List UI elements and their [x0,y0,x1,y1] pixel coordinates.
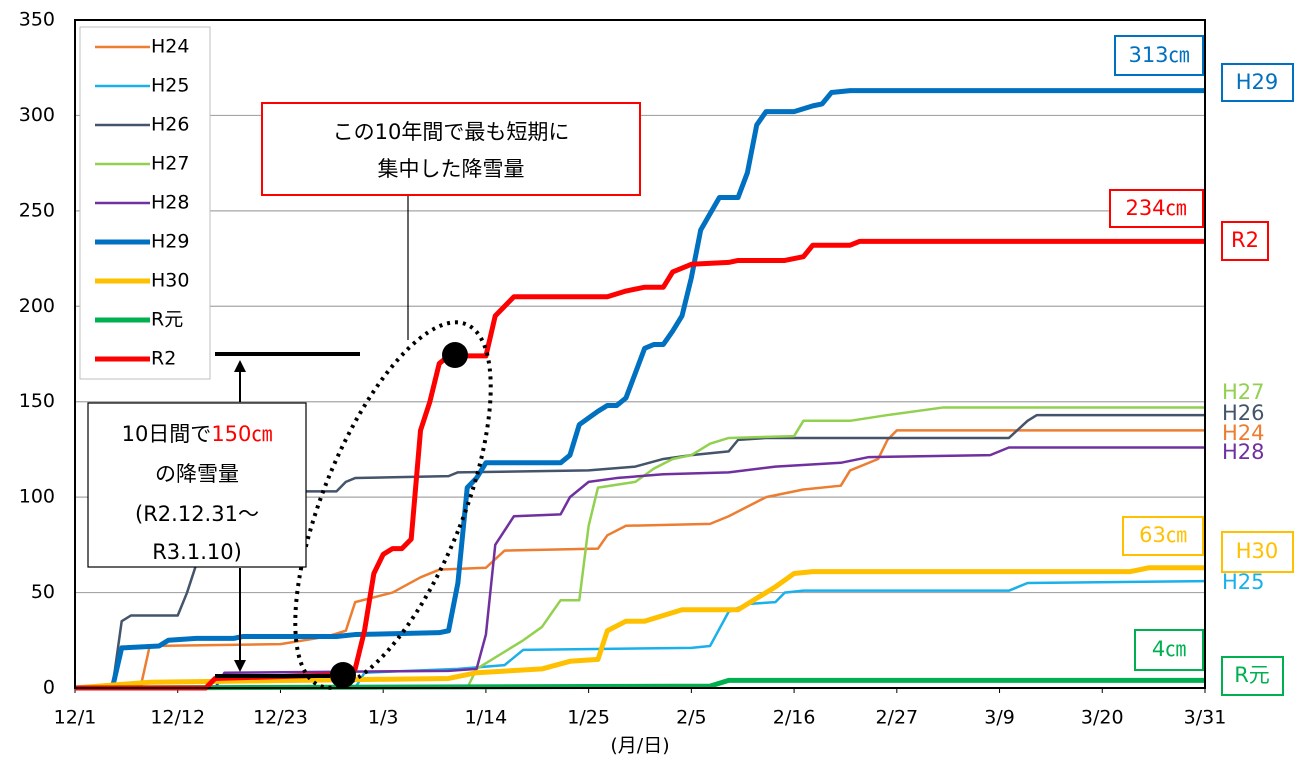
y-tick-label: 0 [43,677,55,699]
end-name: H27 [1222,380,1265,404]
x-tick-label: 12/12 [150,707,205,729]
x-tick-label: 2/16 [773,707,816,729]
end-name-box [1221,656,1284,696]
end-total: 4㎝ [1152,637,1186,661]
end-total: 234㎝ [1125,196,1186,220]
end-name: H24 [1222,421,1265,445]
note-text: の降雪量 [155,462,239,486]
legend-label: R元 [151,309,183,331]
y-tick-label: 250 [19,199,55,221]
x-tick-label: 12/1 [54,707,97,729]
end-total-box [1109,189,1204,228]
y-tick-label: 200 [19,295,55,317]
end-name: H29 [1236,70,1279,94]
series-line [75,88,1205,691]
legend-label: H25 [151,75,189,97]
callout-box [261,102,641,196]
y-tick-label: 300 [19,104,55,126]
note-text: 10日間で150㎝ [122,422,273,446]
x-tick-label: 1/14 [465,707,508,729]
legend-label: H27 [151,153,189,175]
legend-label: H28 [151,192,189,214]
marker-dot [442,342,468,368]
legend-label: R2 [151,348,176,370]
legend-label: H30 [151,270,189,292]
x-tick-label: 1/25 [567,707,610,729]
end-name: R元 [1234,663,1270,687]
series-line [75,406,1205,690]
x-tick-label: 3/31 [1184,707,1227,729]
x-tick-label: 12/23 [253,707,308,729]
legend-label: H24 [151,36,189,58]
y-tick-label: 350 [19,9,55,31]
end-total-box [1114,35,1204,76]
note-text: 10日間で [122,422,212,446]
x-tick-label: 3/20 [1081,707,1124,729]
end-total: 63㎝ [1139,523,1187,547]
end-name: H28 [1222,440,1265,464]
highlight-ellipse [293,320,493,690]
series-line [75,446,1205,690]
end-total: 313㎝ [1128,43,1189,67]
y-tick-label: 100 [19,486,55,508]
legend-label: H26 [151,114,189,136]
series-line [74,565,1205,691]
end-name: H25 [1222,570,1265,594]
end-total-box [1134,629,1204,671]
x-axis-label: (月/日) [610,735,669,757]
marker-dot [330,662,356,688]
y-tick-label: 50 [31,581,55,603]
note-highlight: 150㎝ [211,422,272,446]
x-tick-label: 3/9 [984,707,1015,729]
legend-label: H29 [151,231,189,253]
lines [74,88,1206,691]
note-text: R3.1.10) [152,540,242,564]
end-name-box [1221,531,1294,573]
end-name: R2 [1231,228,1259,252]
callout-text: 集中した降雪量 [378,157,525,181]
y-tick-label: 150 [19,390,55,412]
x-tick-label: 2/27 [875,707,918,729]
end-name: H26 [1222,401,1265,425]
x-tick-label: 1/3 [368,707,399,729]
end-total-box [1122,516,1204,556]
note-box [87,402,307,568]
arrow-head [234,360,246,372]
end-name-box [1221,221,1269,261]
arrow-head [234,660,246,672]
x-tick-label: 2/5 [676,707,707,729]
end-name-box [1221,63,1294,102]
callout-text: この10年間で最も短期に [333,120,570,144]
series-line [75,413,1205,690]
note-text: (R2.12.31～ [135,502,259,526]
series-line [75,238,1205,691]
legend: H24 H25 H26 H27 H28 H29 H30 R元 R2 [79,26,211,380]
end-name: H30 [1236,539,1279,563]
plot-frame [74,19,1206,689]
